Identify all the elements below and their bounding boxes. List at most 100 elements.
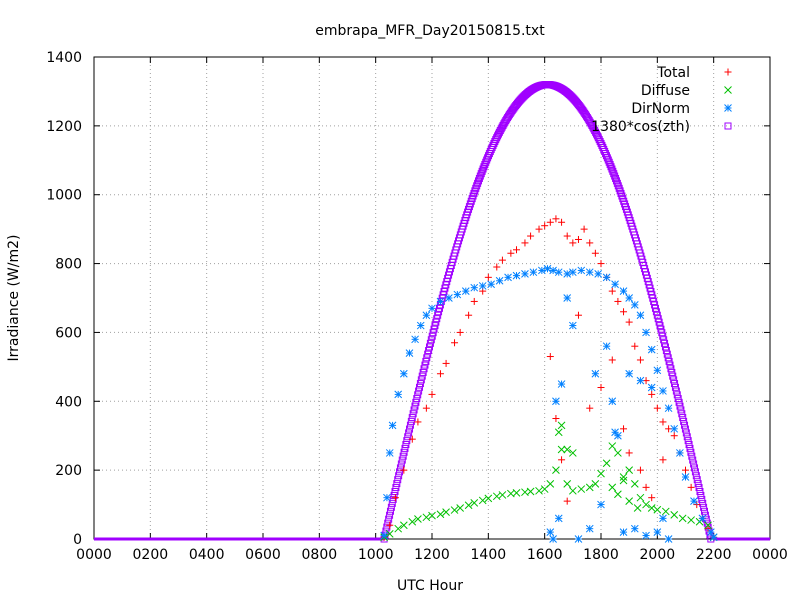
cos-zth-point xyxy=(480,163,488,171)
cos-zth-point xyxy=(411,402,419,410)
cos-zth-point xyxy=(685,441,693,449)
total-point xyxy=(625,318,633,326)
cos-zth-point xyxy=(474,179,482,187)
cos-zth-point xyxy=(477,170,485,178)
total-point xyxy=(614,297,622,305)
dirnorm-point xyxy=(653,528,662,536)
cos-zth-point xyxy=(423,354,431,362)
diffuse-point xyxy=(385,529,394,538)
cos-zth-point xyxy=(400,448,408,456)
total-point xyxy=(608,356,616,364)
dirnorm-point xyxy=(399,369,408,378)
cos-zth-point xyxy=(686,444,694,452)
cos-zth-point xyxy=(661,339,669,347)
cos-zth-point xyxy=(602,152,610,160)
legend-label: DirNorm xyxy=(631,101,690,117)
cos-zth-point xyxy=(665,357,673,365)
dirnorm-point xyxy=(487,280,496,289)
diffuse-point xyxy=(428,511,436,520)
dirnorm-point xyxy=(546,528,555,536)
total-point xyxy=(546,218,554,226)
diffuse-point xyxy=(704,521,712,530)
dirnorm-point xyxy=(380,531,388,540)
dirnorm-point xyxy=(602,342,611,351)
diffuse-point xyxy=(597,469,605,478)
total-point xyxy=(558,456,566,464)
cos-zth-point xyxy=(406,425,414,433)
x-tick-label: 2000 xyxy=(640,547,676,563)
diffuse-point xyxy=(464,501,473,510)
cos-zth-point xyxy=(688,452,696,460)
cos-zth-point xyxy=(663,350,671,358)
cos-zth-point xyxy=(421,361,429,369)
cos-zth-point xyxy=(673,391,681,399)
cos-zth-point xyxy=(691,468,699,476)
total-point xyxy=(659,418,667,426)
dirnorm-point xyxy=(385,449,394,457)
x-tick-label: 0600 xyxy=(245,547,281,563)
dirnorm-point xyxy=(478,282,487,290)
x-tick-label: 0000 xyxy=(752,547,788,563)
dirnorm-point xyxy=(543,264,552,273)
cos-zth-point xyxy=(473,182,481,190)
cos-zth-point xyxy=(478,167,486,175)
cos-zth-point xyxy=(700,503,708,511)
cos-zth-point xyxy=(403,437,411,445)
cos-zth-point xyxy=(398,456,406,464)
cos-zth-point xyxy=(668,368,676,376)
diffuse-point xyxy=(619,473,628,481)
total-point xyxy=(546,353,554,361)
total-point xyxy=(470,297,478,305)
diffuse-point xyxy=(470,498,479,507)
total-point xyxy=(625,449,633,457)
dirnorm-point xyxy=(568,321,577,330)
cos-zth-point xyxy=(407,417,415,425)
diffuse-point xyxy=(535,486,543,495)
legend-marker xyxy=(724,86,732,94)
dirnorm-point xyxy=(563,294,572,302)
cos-zth-point xyxy=(429,329,437,337)
dirnorm-point xyxy=(568,268,577,277)
total-point xyxy=(507,249,515,257)
dirnorm-point xyxy=(512,271,521,280)
y-tick-label: 200 xyxy=(55,463,82,479)
diffuse-point xyxy=(436,510,445,519)
cos-zth-point xyxy=(671,383,679,391)
cos-zth-point xyxy=(409,410,417,418)
cos-zth-point xyxy=(475,174,483,182)
dirnorm-point xyxy=(529,268,538,277)
cos-zth-point xyxy=(426,339,434,347)
total-point xyxy=(608,287,616,295)
x-tick-label: 1800 xyxy=(583,547,619,563)
diffuse-point xyxy=(678,514,687,523)
total-point xyxy=(436,370,444,378)
cos-zth-point xyxy=(692,472,700,480)
dirnorm-point xyxy=(585,268,594,277)
cos-zth-point xyxy=(612,177,620,185)
cos-zth-point xyxy=(420,365,428,373)
diffuse-point xyxy=(557,421,566,430)
total-point xyxy=(636,466,644,474)
dirnorm-point xyxy=(461,287,470,295)
total-point xyxy=(484,273,492,281)
dirnorm-point xyxy=(394,390,403,399)
cos-zth-point xyxy=(676,402,684,410)
x-axis-ticks: 0000 0200 0400 0600 0800 1000 1200 1400 1600 1800… xyxy=(76,57,788,563)
diffuse-point xyxy=(633,504,642,512)
cos-zth-point xyxy=(670,376,678,384)
cos-zth-point xyxy=(404,433,412,441)
total-point xyxy=(428,390,436,398)
cos-zth-point xyxy=(605,158,613,166)
dirnorm-point xyxy=(563,270,572,278)
dirnorm-point xyxy=(470,283,479,292)
total-point xyxy=(659,456,667,464)
cos-zth-point xyxy=(674,395,682,403)
dirnorm-point xyxy=(647,383,656,392)
dirnorm-point xyxy=(495,276,504,285)
total-point xyxy=(498,256,506,264)
total-point xyxy=(687,483,695,491)
y-tick-label: 800 xyxy=(55,257,82,273)
dirnorm-point xyxy=(664,535,673,543)
x-tick-label: 1600 xyxy=(527,547,563,563)
dirnorm-point xyxy=(676,449,684,457)
